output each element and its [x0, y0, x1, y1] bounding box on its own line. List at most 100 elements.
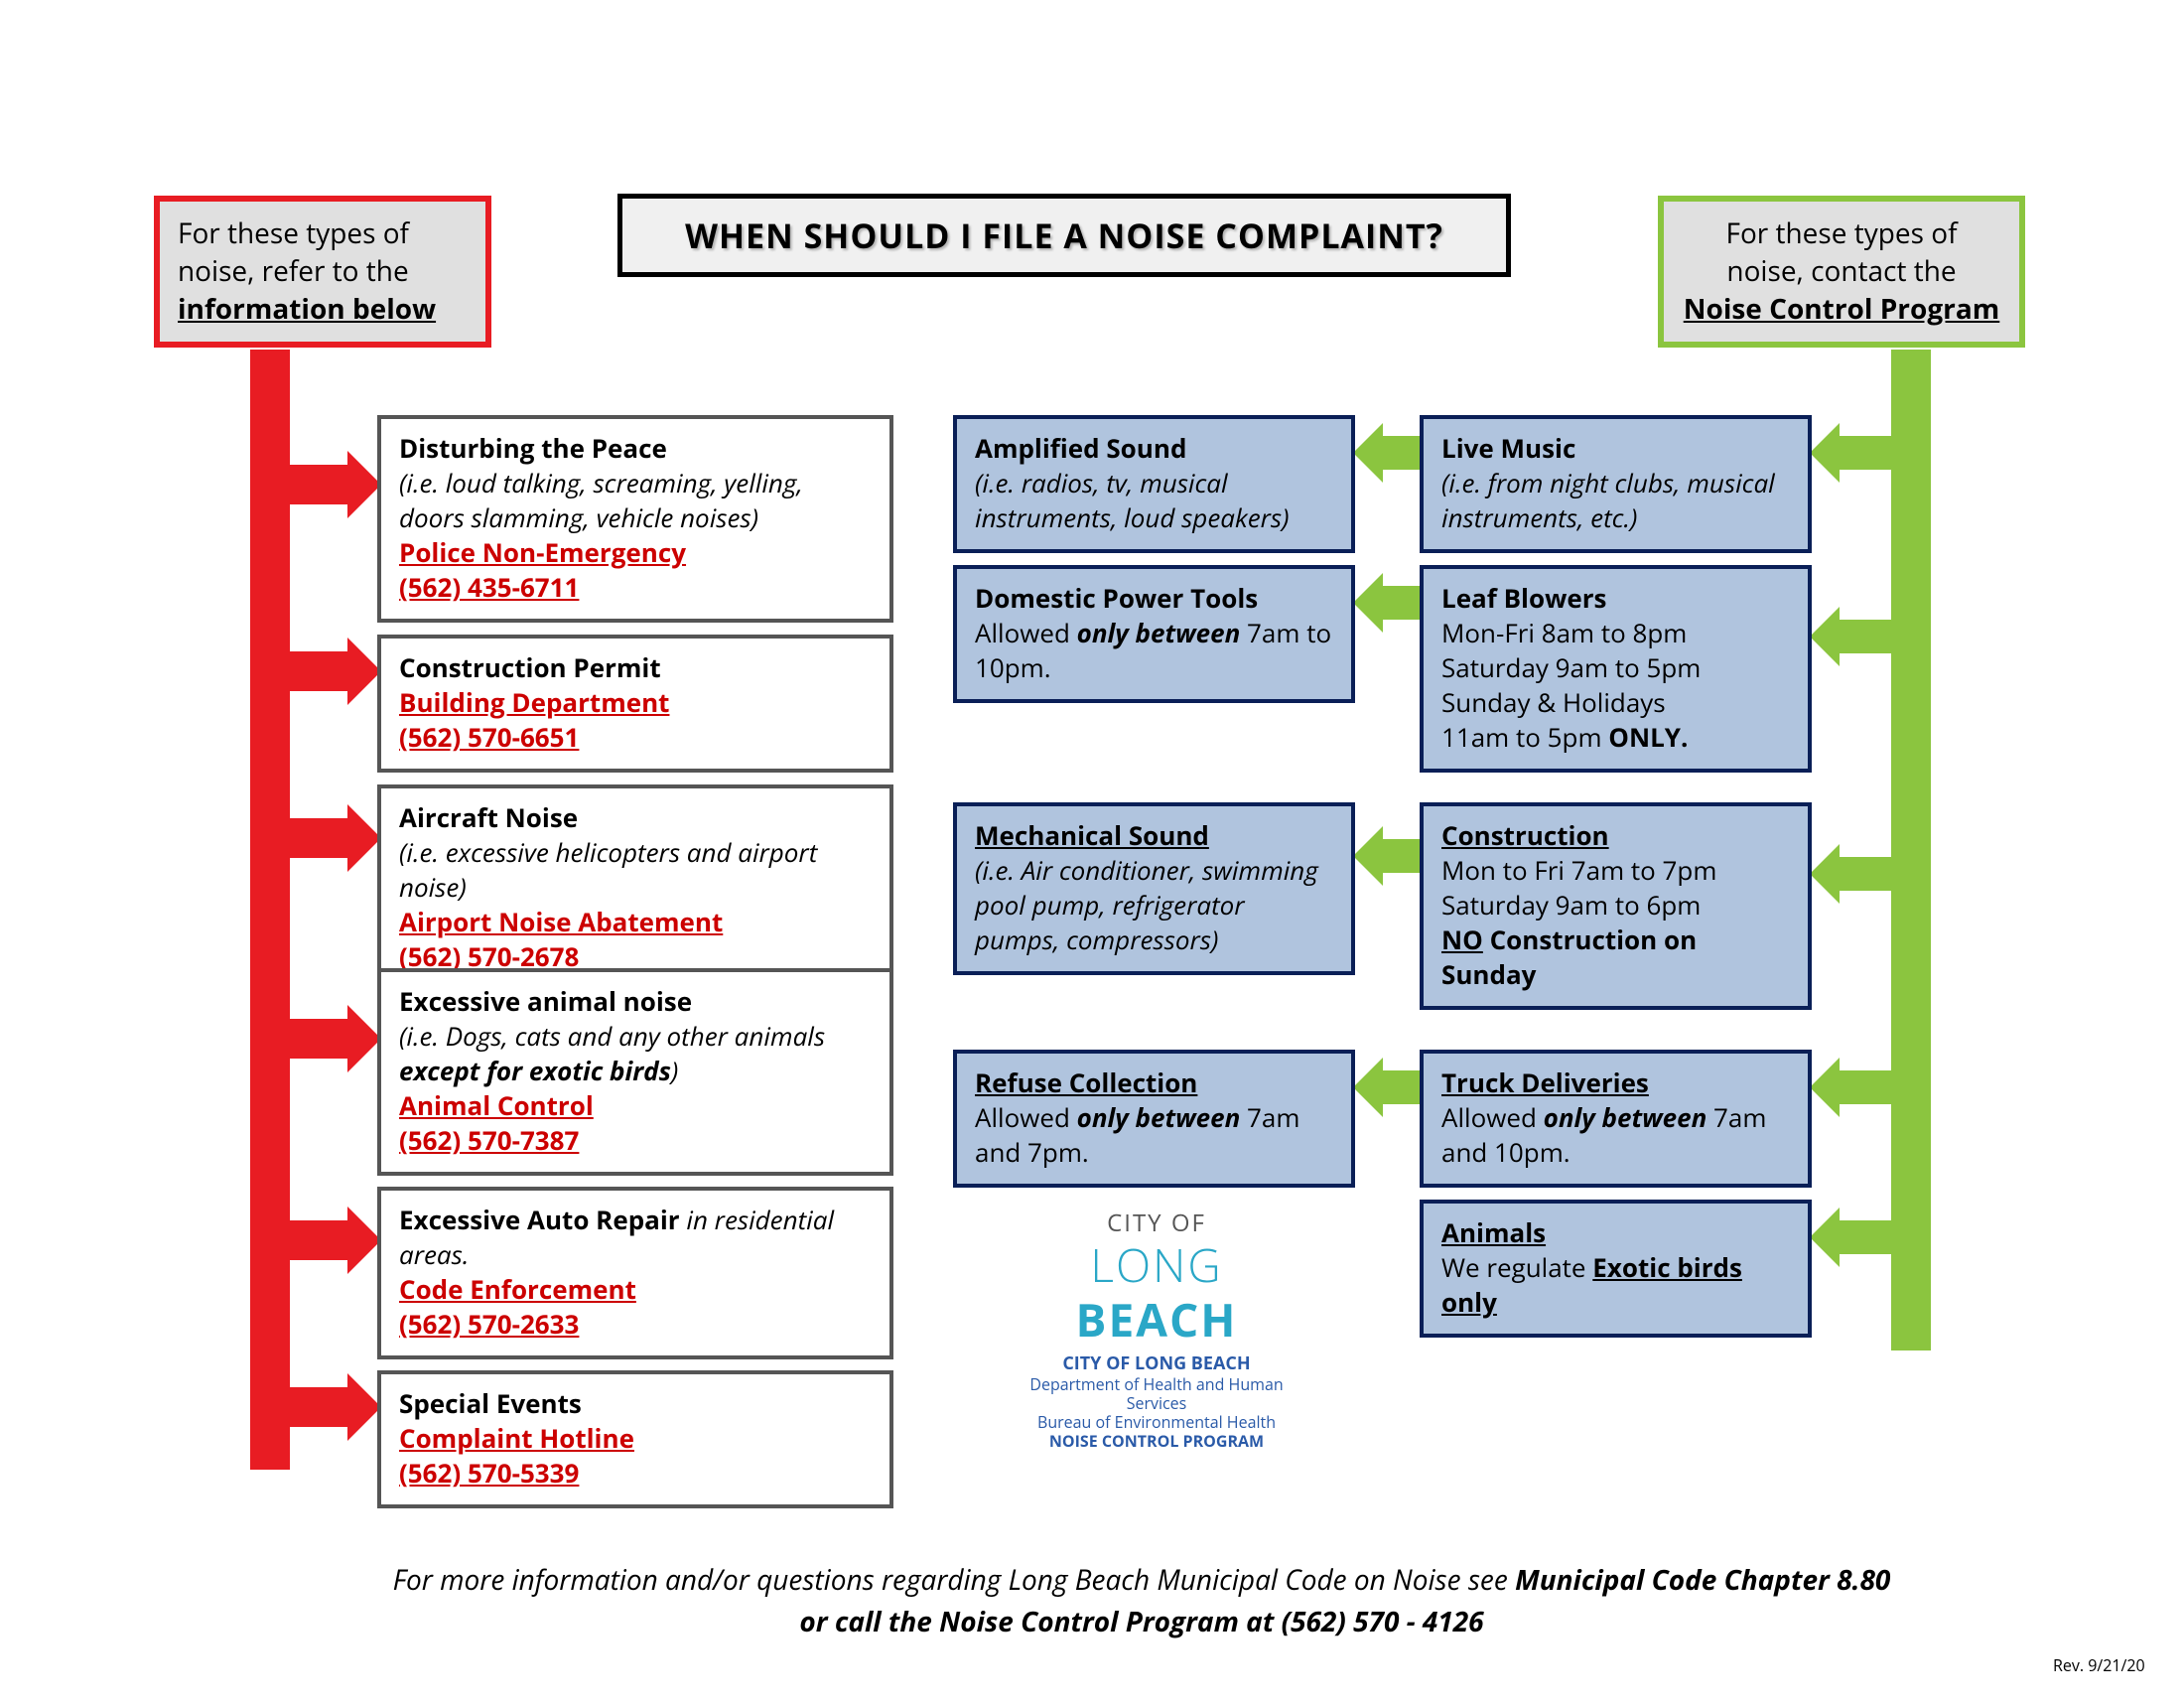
blue-card-center: Amplified Sound(i.e. radios, tv, musical…: [953, 415, 1355, 553]
card-title: Mechanical Sound: [975, 818, 1333, 853]
logo-sub3: NOISE CONTROL PROGRAM: [1003, 1432, 1310, 1451]
red-arrow-head: [347, 1207, 381, 1274]
green-arrow-head: [1810, 844, 1840, 904]
card-title: Truck Deliveries: [1441, 1066, 1790, 1100]
blue-card-center: Refuse CollectionAllowed only between 7a…: [953, 1050, 1355, 1188]
red-arrow-stem: [290, 818, 349, 858]
card-desc: (i.e. Air conditioner, swimming pool pum…: [975, 853, 1333, 957]
card-link-phone[interactable]: (562) 570-5339: [399, 1456, 872, 1491]
card-body: Allowed only between 7am and 7pm.: [975, 1100, 1333, 1170]
green-arrow-stem: [1383, 839, 1422, 873]
red-flow-bar: [250, 350, 290, 1470]
card-body: Allowed only between 7am and 10pm.: [1441, 1100, 1790, 1170]
grey-card: Special EventsComplaint Hotline(562) 570…: [377, 1370, 893, 1508]
logo-sub1: CITY OF LONG BEACH: [1003, 1353, 1310, 1375]
red-arrow-head: [347, 451, 381, 518]
green-arrow-head: [1353, 423, 1383, 483]
green-arrow-stem: [1840, 620, 1931, 653]
green-arrow-stem: [1383, 1070, 1422, 1104]
grey-card: Disturbing the Peace(i.e. loud talking, …: [377, 415, 893, 623]
card-title: Special Events: [399, 1386, 872, 1421]
green-arrow-head: [1810, 1208, 1840, 1267]
card-desc: (i.e. Dogs, cats and any other animals e…: [399, 1019, 872, 1088]
card-desc: (i.e. excessive helicopters and airport …: [399, 835, 872, 905]
card-body: Mon-Fri 8am to 8pmSaturday 9am to 5pmSun…: [1441, 616, 1790, 755]
red-header-line2: noise, refer to the: [178, 252, 409, 290]
red-header-line1: For these types of: [178, 214, 409, 252]
red-header-highlight: information below: [178, 290, 436, 328]
green-arrow-stem: [1840, 857, 1931, 891]
red-arrow-stem: [290, 1387, 349, 1427]
card-desc: (i.e. loud talking, screaming, yelling, …: [399, 466, 872, 535]
blue-card-right: AnimalsWe regulate Exotic birds only: [1420, 1200, 1812, 1338]
logo-long-text: LONG: [1003, 1238, 1310, 1293]
red-arrow-head: [347, 1005, 381, 1072]
footer-line1a: For more information and/or questions re…: [393, 1561, 1515, 1599]
card-link-phone[interactable]: (562) 570-6651: [399, 720, 872, 755]
red-arrow-stem: [290, 465, 349, 504]
card-body: We regulate Exotic birds only: [1441, 1250, 1790, 1320]
card-title: Leaf Blowers: [1441, 581, 1790, 616]
card-link-phone[interactable]: (562) 435-6711: [399, 570, 872, 605]
green-arrow-stem: [1383, 436, 1422, 470]
logo-beach-text: BEACH: [1003, 1293, 1310, 1348]
card-title: Animals: [1441, 1215, 1790, 1250]
blue-card-right: ConstructionMon to Fri 7am to 7pmSaturda…: [1420, 802, 1812, 1010]
card-link-phone[interactable]: (562) 570-2633: [399, 1307, 872, 1342]
card-link-name[interactable]: Code Enforcement: [399, 1272, 872, 1307]
card-link-name[interactable]: Building Department: [399, 685, 872, 720]
card-title: Construction Permit: [399, 650, 872, 685]
green-arrow-stem: [1840, 1070, 1931, 1104]
green-header-highlight: Noise Control Program: [1684, 290, 2000, 328]
card-title: Live Music: [1441, 431, 1790, 466]
blue-card-right: Live Music(i.e. from night clubs, musica…: [1420, 415, 1812, 553]
grey-card: Excessive animal noise(i.e. Dogs, cats a…: [377, 968, 893, 1176]
card-title: Excessive animal noise: [399, 984, 872, 1019]
card-link-name[interactable]: Airport Noise Abatement: [399, 905, 872, 939]
card-desc: (i.e. from night clubs, musical instrume…: [1441, 466, 1790, 535]
green-header-box: For these types of noise, contact the No…: [1658, 196, 2025, 348]
green-arrow-head: [1353, 826, 1383, 886]
green-flow-bar: [1891, 350, 1931, 1350]
green-header-line2: noise, contact the: [1726, 252, 1956, 290]
blue-card-right: Truck DeliveriesAllowed only between 7am…: [1420, 1050, 1812, 1188]
green-arrow-stem: [1383, 586, 1422, 620]
blue-card-right: Leaf BlowersMon-Fri 8am to 8pmSaturday 9…: [1420, 565, 1812, 773]
card-body: Mon to Fri 7am to 7pmSaturday 9am to 6pm…: [1441, 853, 1790, 992]
city-logo: CITY OF LONG BEACH CITY OF LONG BEACH De…: [1003, 1209, 1310, 1452]
green-arrow-head: [1810, 1058, 1840, 1117]
footer-text: For more information and/or questions re…: [328, 1559, 1956, 1642]
blue-card-center: Domestic Power ToolsAllowed only between…: [953, 565, 1355, 703]
red-arrow-head: [347, 804, 381, 872]
red-arrow-stem: [290, 651, 349, 691]
card-title: Domestic Power Tools: [975, 581, 1333, 616]
red-arrow-head: [347, 1373, 381, 1441]
grey-card: Aircraft Noise(i.e. excessive helicopter…: [377, 784, 893, 992]
card-link-phone[interactable]: (562) 570-7387: [399, 1123, 872, 1158]
red-arrow-stem: [290, 1019, 349, 1059]
card-title: Refuse Collection: [975, 1066, 1333, 1100]
card-desc: (i.e. radios, tv, musical instruments, l…: [975, 466, 1333, 535]
footer-line1b: Municipal Code Chapter 8.80: [1515, 1561, 1890, 1599]
grey-card: Excessive Auto Repair in residential are…: [377, 1187, 893, 1359]
card-link-name[interactable]: Police Non-Emergency: [399, 535, 872, 570]
green-arrow-head: [1353, 1058, 1383, 1117]
green-arrow-head: [1810, 423, 1840, 483]
card-link-name[interactable]: Complaint Hotline: [399, 1421, 872, 1456]
green-header-line1: For these types of: [1726, 214, 1958, 252]
page-title: WHEN SHOULD I FILE A NOISE COMPLAINT?: [617, 194, 1511, 277]
blue-card-center: Mechanical Sound(i.e. Air conditioner, s…: [953, 802, 1355, 975]
red-arrow-head: [347, 638, 381, 705]
card-link-name[interactable]: Animal Control: [399, 1088, 872, 1123]
green-arrow-stem: [1840, 1220, 1931, 1254]
green-arrow-stem: [1840, 436, 1931, 470]
green-arrow-head: [1810, 607, 1840, 666]
logo-sub2a: Department of Health and Human Services: [1003, 1375, 1310, 1413]
footer-line2: or call the Noise Control Program at (56…: [799, 1603, 1483, 1640]
grey-card: Construction PermitBuilding Department(5…: [377, 635, 893, 773]
red-arrow-stem: [290, 1220, 349, 1260]
card-title: Disturbing the Peace: [399, 431, 872, 466]
red-header-box: For these types of noise, refer to the i…: [154, 196, 491, 348]
card-title: Aircraft Noise: [399, 800, 872, 835]
card-title: Excessive Auto Repair in residential are…: [399, 1203, 872, 1272]
